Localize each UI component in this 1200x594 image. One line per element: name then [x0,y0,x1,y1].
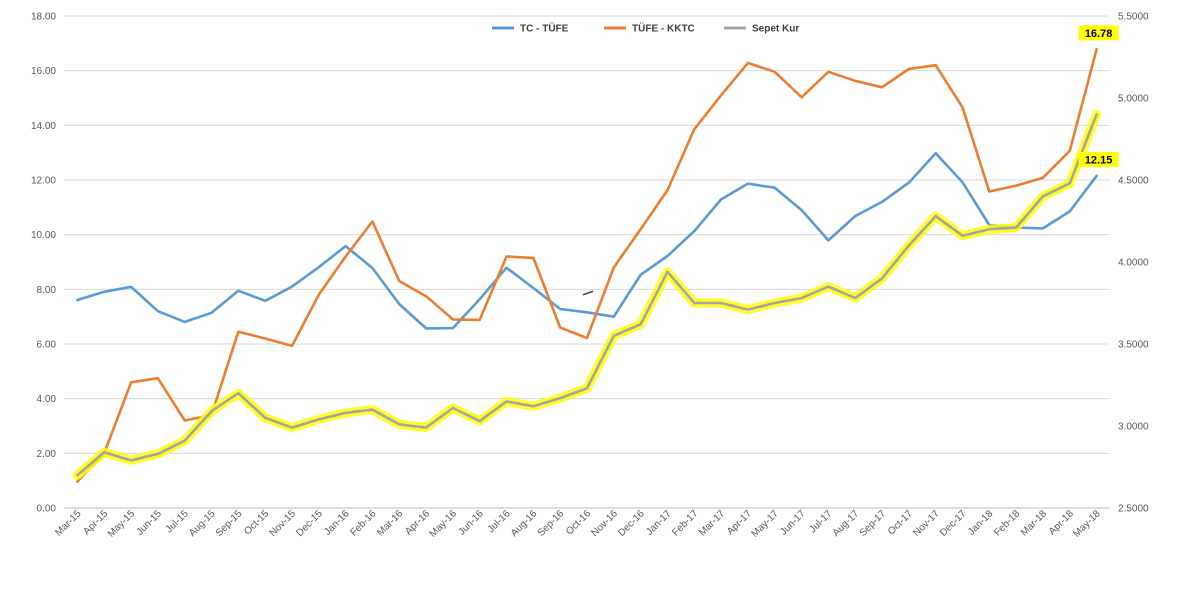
series-line-t-fe-kktc [76,47,1098,483]
y-left-tick-label: 10.00 [31,230,56,241]
y-left-tick-label: 2.00 [37,449,57,460]
x-tick-label: Jan-18 [966,508,996,538]
legend-label-t-fe-kktc: TÜFE - KKTC [632,22,695,35]
data-labels: 16.78 12.15 [1078,25,1119,167]
x-tick-label: Jun-15 [135,508,165,538]
x-tick-label: Nov-15 [268,508,299,539]
y-right-tick-label: 4.0000 [1118,258,1149,269]
data-label-text: 12.15 [1085,154,1113,166]
data-label-box [1078,151,1119,167]
x-tick-label: Dec-16 [616,508,647,539]
x-tick-label: Sep-16 [536,508,567,539]
x-tick-label: Mar-16 [375,508,405,538]
y-right-tick-label: 5.5000 [1118,12,1149,23]
series-line-sepet-kur [76,113,1098,477]
x-tick-label: Jun-17 [778,508,808,538]
x-tick-label: Jan-16 [322,508,352,538]
x-tick-label: Jun-16 [456,508,486,538]
x-tick-label: May-16 [428,508,460,540]
y-left-tick-label: 18.00 [31,12,56,23]
x-tick-label: May-15 [106,508,138,540]
y-right-tick-label: 2.5000 [1118,504,1149,515]
x-tick-label: Mar-15 [53,508,83,538]
x-tick-label: Aug-16 [509,508,540,539]
data-label-text: 16.78 [1085,28,1113,40]
x-tick-label: Aug-17 [831,508,862,539]
x-tick-label: Feb-17 [670,508,700,538]
y-left-tick-label: 0.00 [37,504,57,515]
x-tick-label: May-17 [749,508,781,540]
y-left-tick-label: 14.00 [31,121,56,132]
series-group [72,47,1102,483]
y-right-tick-label: 3.0000 [1118,422,1149,433]
x-tick-label: Oct-15 [242,508,271,537]
y-axis-left: 0.00 2.00 4.00 6.00 8.00 10.00 12.00 14.00 16.00… [31,12,56,515]
y-left-tick-label: 16.00 [31,66,56,77]
y-axis-right: 2.5000 3.0000 3.5000 4.0000 4.5000 5.0000 5.50… [1118,12,1149,515]
series-line-tc-t-fe [76,151,1098,330]
legend: TC - TÜFE TÜFE - KKTC Sepet Kur [492,22,799,35]
x-tick-label: Nov-17 [911,508,942,539]
gridlines [64,15,1110,509]
x-tick-label: May-18 [1071,508,1103,540]
stray-mark [582,290,594,296]
x-tick-label: Oct-17 [886,508,915,537]
data-label-box [1078,25,1119,41]
x-tick-label: Oct-16 [564,508,593,537]
x-tick-label: Mar-18 [1019,508,1049,538]
x-tick-label: Feb-18 [992,508,1022,538]
y-right-tick-label: 5.0000 [1118,94,1149,105]
legend-label-sepet-kur: Sepet Kur [752,24,799,35]
legend-label-tc-t-fe: TC - TÜFE [520,22,569,35]
y-left-tick-label: 8.00 [37,285,57,296]
y-right-tick-label: 3.5000 [1118,340,1149,351]
x-tick-label: Dec-17 [938,508,969,539]
y-left-tick-label: 6.00 [37,340,57,351]
x-tick-label: Dec-15 [294,508,325,539]
x-tick-label: Sep-15 [214,508,245,539]
y-left-tick-label: 4.00 [37,394,57,405]
x-tick-label: Jan-17 [644,508,674,538]
series-highlight-sepet-kur [72,109,1102,480]
x-tick-label: Sep-17 [858,508,889,539]
x-tick-label: Aug-15 [187,508,218,539]
x-tick-label: Mar-17 [697,508,727,538]
x-tick-label: Nov-16 [589,508,620,539]
y-left-tick-label: 12.00 [31,176,56,187]
x-tick-label: Feb-16 [348,508,378,538]
y-right-tick-label: 4.5000 [1118,176,1149,187]
